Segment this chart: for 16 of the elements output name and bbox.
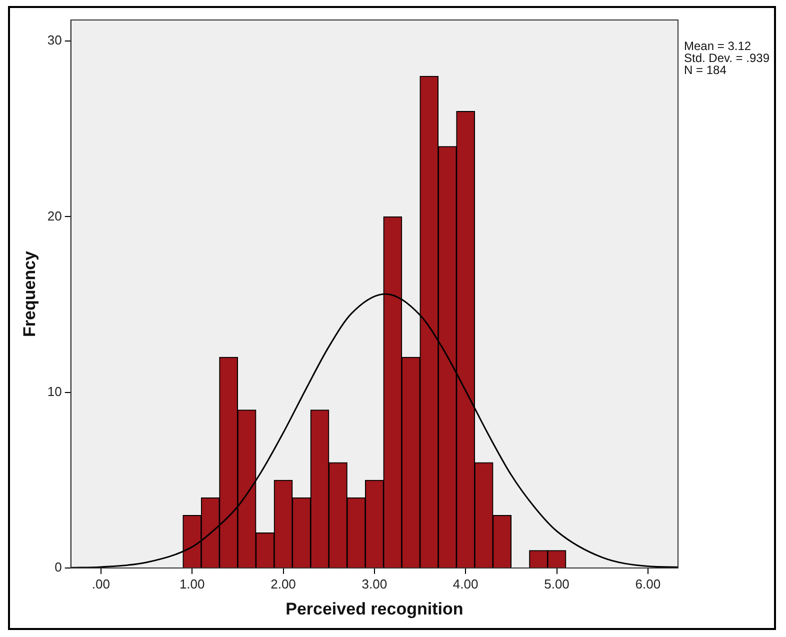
x-tick-label: .00 xyxy=(92,576,110,592)
y-tick-label: 30 xyxy=(47,32,62,48)
y-axis-title: Frequency xyxy=(20,250,39,337)
x-tick-label: 6.00 xyxy=(635,576,661,592)
y-tick-label: 0 xyxy=(54,560,62,575)
x-tick-label: 3.00 xyxy=(362,576,388,592)
y-tick-label: 20 xyxy=(47,208,62,224)
x-tick-label: 5.00 xyxy=(544,576,570,592)
text: Std. Dev. = .939 xyxy=(684,51,770,65)
x-axis-title: Perceived recognition xyxy=(286,599,464,618)
x-tick-label: 1.00 xyxy=(179,576,205,592)
y-tick-label: 10 xyxy=(47,384,62,399)
x-tick-label: 2.00 xyxy=(270,576,296,592)
text: N = 184 xyxy=(684,63,728,77)
x-tick-label: 4.00 xyxy=(452,576,478,592)
text: Mean = 3.12 xyxy=(684,39,752,53)
